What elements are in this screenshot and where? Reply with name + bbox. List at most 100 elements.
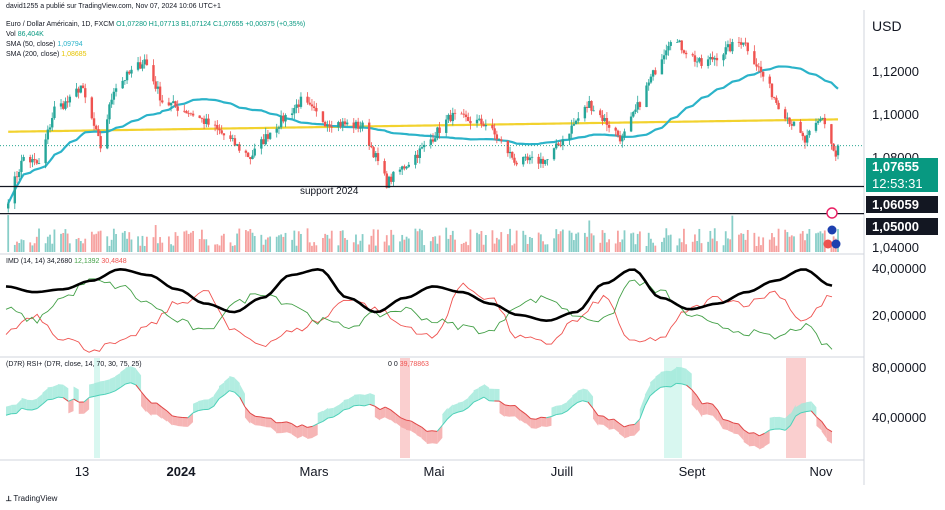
volume-bar [711,238,714,252]
volume-bar [590,233,593,252]
rsi-band [665,370,671,387]
candle-body [110,99,113,105]
candle-body [746,42,749,52]
volume-bar [291,239,294,252]
volume-bar [161,242,164,252]
volume-bar [77,237,80,252]
volume-bar [647,232,650,252]
candle-body [315,108,318,112]
candle-body [345,122,349,125]
candle-body [310,104,314,107]
volume-bar [616,230,619,252]
volume-bar [614,243,617,252]
volume-bar [31,245,34,252]
volume-bar [53,229,56,252]
rsi-band [707,402,713,416]
rsi-line-seg [473,399,479,403]
candle-body [189,113,193,115]
volume-bar [108,245,111,252]
sma50-label[interactable]: SMA (50, close) [6,41,56,48]
rsi-line-seg [36,403,43,409]
candle-body [623,131,626,137]
sma50-legend: SMA (50, close) 1,09794 [6,40,83,49]
symbol-name[interactable]: Euro / Dollar Américain, 1D, FXCM [6,21,115,28]
imd-header[interactable]: IMD (14, 14) [6,258,45,265]
volume-bar [760,245,762,252]
rsi-line-seg [514,405,521,411]
rsi-band [63,384,69,402]
rsi-band [795,404,801,417]
volume-bar [619,242,621,252]
rsi-band [57,384,64,398]
candle-body [482,124,485,127]
candle-body [251,155,254,160]
rsi-line-seg [31,407,38,411]
volume-bar [755,245,758,252]
tradingview-logo[interactable]: ⟂ TradingView [6,494,57,504]
candle-body [530,156,534,158]
vol-label[interactable]: Vol [6,31,16,38]
volume-bar [174,232,177,252]
volume-bar [599,242,602,252]
sma200-label[interactable]: SMA (200, close) [6,51,60,58]
candle-body [22,156,25,161]
rsi-band [78,401,84,414]
volume-bar [247,231,250,252]
candle-body [389,176,393,182]
candle-body [513,157,516,163]
volume-bar [223,233,225,252]
imd-plusdi-line [5,278,833,350]
rsi-line-seg [94,394,100,397]
currency-label[interactable]: USD [872,18,902,34]
candle-body [145,59,149,66]
rsi-band [504,404,510,417]
rsi-band [551,405,557,417]
volume-bar [49,234,51,252]
candle-body [90,97,94,119]
volume-bar [278,235,280,252]
rsi-band [213,387,219,407]
candle-body [187,113,190,115]
volume-bar [663,237,666,252]
volume-bar [75,239,78,252]
time-tick-mai: Mai [423,464,445,479]
candle-body [462,113,466,115]
volume-bar [601,230,604,252]
rsi-band [806,401,812,412]
volume-bar [738,234,740,252]
candle-body [108,104,111,120]
volume-bar [746,229,749,252]
rsi-band [743,429,749,446]
volume-bar [293,230,296,252]
volume-bar [421,230,423,252]
volume-bar [183,231,186,252]
rsi-band [354,394,360,406]
rsi-line-seg [187,412,194,419]
candle-body [77,88,80,93]
volume-bar [282,236,285,252]
candle-body [607,124,611,128]
candle-body [537,156,540,164]
volume-bar [771,233,773,252]
rsi-header[interactable]: (D7R) RSI+ (D7R, close, 14, 70, 30, 75, … [6,361,142,368]
candle-body [191,113,195,116]
volume-bar [95,233,98,252]
candle-body [834,150,837,157]
rsi-line-seg [566,405,573,412]
candle-body [497,139,501,141]
candle-body [277,127,281,129]
volume-bar [110,239,113,252]
volume-bar [234,245,236,252]
candle-body [216,125,219,129]
rsi-band [447,404,453,419]
candle-body [367,122,371,146]
volume-bar [515,230,518,252]
candle-body [783,109,787,119]
volume-bar [137,236,139,252]
volume-bar [359,240,362,252]
volume-bar [537,232,540,252]
volume-bar [231,245,234,252]
volume-bar [676,245,679,252]
candle-body [321,111,325,122]
